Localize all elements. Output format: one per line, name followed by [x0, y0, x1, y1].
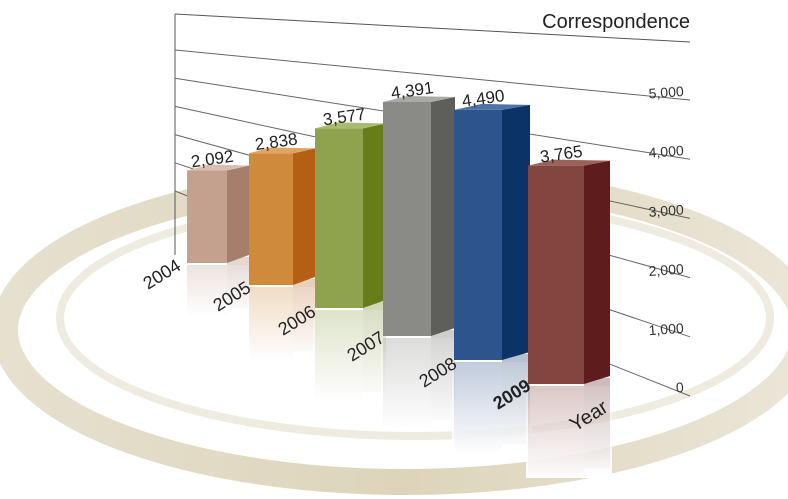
reflection-fade: [526, 386, 612, 478]
y-tick-label: 5,000: [648, 83, 684, 101]
bar-top: [454, 103, 530, 110]
reflection-fade: [381, 338, 457, 430]
reflection-fade: [313, 310, 388, 402]
reflection-fade: [247, 287, 317, 362]
bar-side: [293, 148, 315, 285]
bar-side: [227, 165, 249, 263]
bar-top: [187, 164, 249, 171]
bar-top: [383, 95, 455, 102]
bar-side: [584, 160, 610, 384]
bar: [528, 165, 584, 384]
bar: [383, 101, 431, 336]
bar: [187, 170, 227, 263]
bar: [315, 128, 363, 308]
bar-top: [249, 147, 315, 154]
y-tick-label: 1,000: [648, 320, 684, 338]
category-label: 2004: [140, 255, 185, 293]
bar-side: [431, 96, 455, 336]
bar-top: [315, 122, 386, 129]
gridline: [174, 49, 691, 101]
y-tick-labels: 0 1,000 2,000 3,000 4,000 5,000: [648, 83, 684, 396]
y-tick-label: 2,000: [648, 261, 684, 279]
y-axis-title: Correspondence: [542, 11, 690, 33]
bar-reflections: [185, 257, 612, 478]
bar: [249, 153, 293, 285]
reflection-fade: [185, 265, 251, 318]
y-tick-label: 4,000: [648, 142, 684, 160]
y-tick-label: 0: [675, 379, 684, 396]
bar: [454, 109, 502, 360]
wall-top-edge: [174, 13, 691, 43]
reflection-fade: [452, 362, 532, 454]
bar-side: [363, 123, 386, 308]
bar-side: [502, 104, 530, 360]
bar-top: [528, 159, 610, 166]
y-tick-label: 3,000: [648, 201, 684, 219]
